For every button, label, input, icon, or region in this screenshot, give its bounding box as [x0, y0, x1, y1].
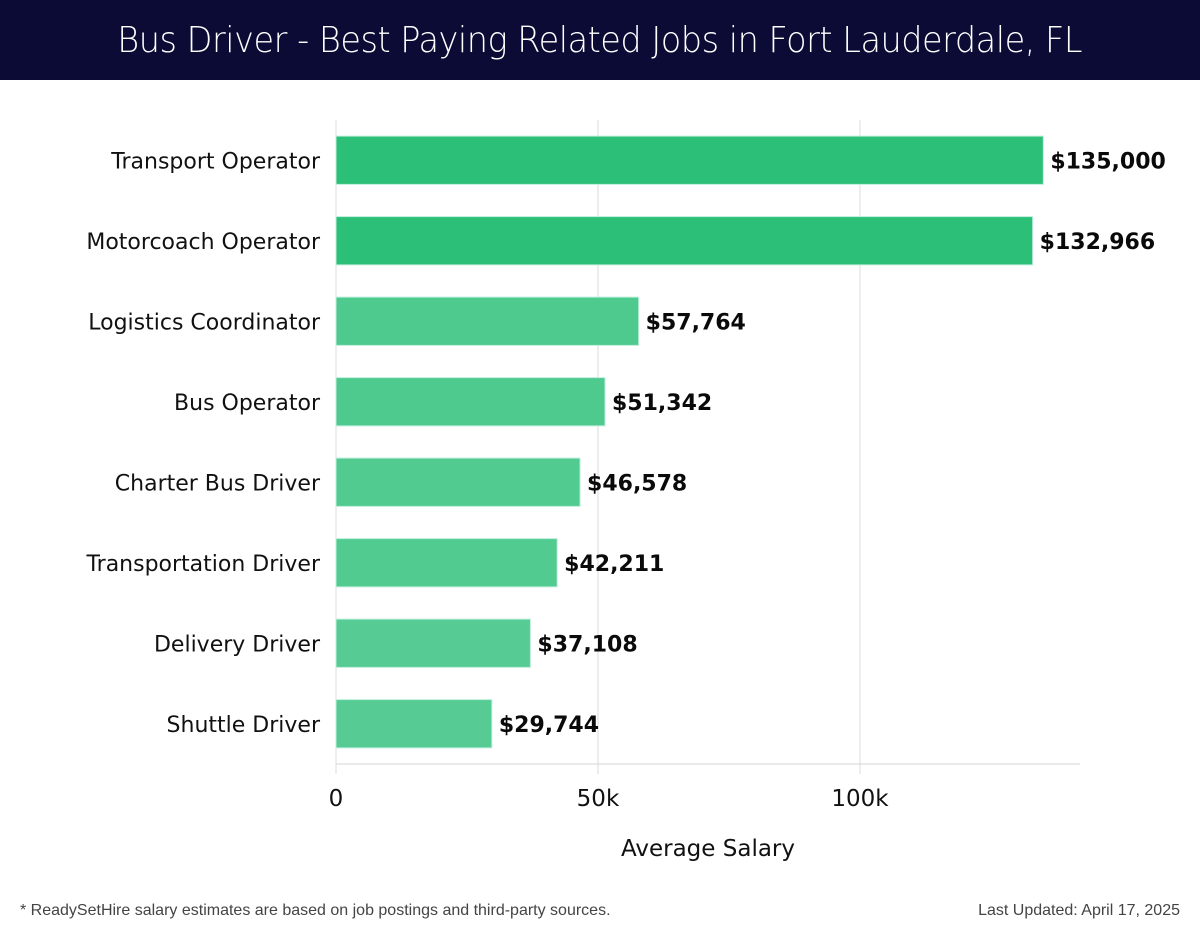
footer-disclaimer: * ReadySetHire salary estimates are base… — [20, 902, 611, 919]
x-tick-label: 0 — [329, 786, 344, 812]
chart-title: Bus Driver - Best Paying Related Jobs in… — [117, 19, 1083, 61]
x-tick-label: 50k — [577, 786, 620, 812]
bar — [335, 538, 558, 588]
category-labels: Transport Operator Motorcoach Operator Log… — [85, 149, 321, 738]
category-label: Delivery Driver — [154, 632, 321, 657]
category-label: Bus Operator — [174, 391, 321, 416]
bar — [335, 618, 531, 668]
category-label: Motorcoach Operator — [86, 230, 321, 255]
category-label: Transport Operator — [110, 149, 321, 174]
bar — [335, 216, 1034, 266]
data-label: $42,211 — [564, 552, 664, 577]
footer-last-updated: Last Updated: April 17, 2025 — [978, 902, 1180, 919]
x-axis-label: Average Salary — [621, 836, 795, 862]
data-label: $135,000 — [1050, 149, 1166, 174]
data-label: $46,578 — [587, 471, 687, 496]
data-label: $132,966 — [1040, 230, 1156, 255]
category-label: Transportation Driver — [85, 552, 321, 577]
bar-chart: Transport Operator Motorcoach Operator Log… — [85, 120, 1166, 862]
bar — [335, 457, 581, 507]
bar — [335, 135, 1044, 185]
bar — [335, 377, 606, 427]
bar — [335, 296, 640, 346]
data-label: $37,108 — [537, 632, 637, 657]
x-tick-label: 100k — [831, 786, 889, 812]
x-axis: 0 50k 100k — [329, 763, 1080, 812]
bars — [335, 135, 1044, 749]
category-label: Logistics Coordinator — [88, 310, 321, 335]
category-label: Charter Bus Driver — [115, 471, 321, 496]
data-label: $57,764 — [646, 310, 746, 335]
value-labels: $135,000 $132,966 $57,764 $51,342 $46,578 $42… — [499, 149, 1166, 738]
data-label: $51,342 — [612, 391, 712, 416]
chart-header: Bus Driver - Best Paying Related Jobs in… — [0, 0, 1200, 80]
category-label: Shuttle Driver — [167, 713, 321, 738]
bar — [335, 699, 493, 749]
data-label: $29,744 — [499, 713, 599, 738]
